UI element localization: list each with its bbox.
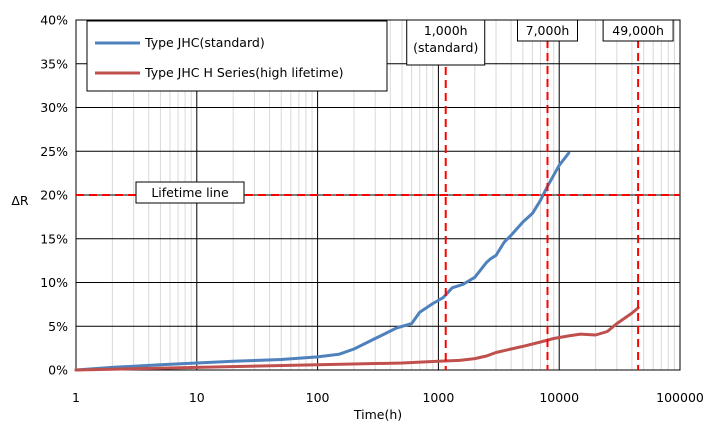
legend-label-high-lifetime: Type JHC H Series(high lifetime) (144, 65, 344, 80)
x-tick-label: 10 (189, 390, 205, 405)
legend-box (86, 20, 388, 92)
lifetime-line-label: Lifetime line (135, 181, 245, 204)
x-tick-label: 1000 (422, 390, 454, 405)
y-tick-label: 15% (40, 231, 68, 246)
ref-label-49000h: 49,000h (602, 19, 674, 42)
ref-label-1000h: 1,000h (standard) (406, 19, 486, 66)
x-tick-label: 10000 (539, 390, 579, 405)
y-tick-label: 40% (40, 13, 68, 28)
y-axis-title: ΔR (11, 193, 29, 208)
ref-label-7000h: 7,000h (516, 19, 578, 42)
y-tick-label: 25% (40, 144, 68, 159)
reference-lines (76, 40, 680, 370)
tick-labels: 0% 5% 10% 15% 20% 25% 30% 35% 40% 1 10 100 1000 10000… (40, 13, 704, 406)
x-axis-title: Time(h) (353, 407, 402, 422)
y-tick-label: 5% (48, 319, 68, 334)
x-tick-label: 1 (72, 390, 80, 405)
ref-label-1000h-box (406, 19, 486, 66)
series-lines (74, 151, 640, 372)
reference-labels: Lifetime line 1,000h (standard) 7,000h 49,00… (135, 19, 674, 204)
x-tick-label: 100 (306, 390, 330, 405)
ref-label-1000h-text: 1,000h (424, 23, 468, 38)
lifetime-line-label-box (135, 181, 245, 204)
y-tick-label: 30% (40, 100, 68, 115)
ref-label-49000h-text: 49,000h (612, 23, 664, 38)
y-tick-label: 10% (40, 275, 68, 290)
y-tick-label: 0% (48, 363, 68, 378)
series-line-high-lifetime (74, 306, 640, 372)
ref-label-1000h-text: (standard) (413, 40, 478, 55)
lifetime-line-label-text: Lifetime line (151, 185, 229, 200)
y-tick-label: 35% (40, 56, 68, 71)
x-tick-label: 100000 (656, 390, 704, 405)
y-tick-label: 20% (40, 188, 68, 203)
ref-label-7000h-text: 7,000h (526, 23, 570, 38)
ref-label-7000h-box (516, 19, 578, 42)
legend-label-standard: Type JHC(standard) (144, 35, 265, 50)
ref-label-49000h-box (602, 19, 674, 42)
series-line-standard (74, 151, 571, 372)
legend: Type JHC(standard) Type JHC H Series(hig… (86, 20, 388, 92)
